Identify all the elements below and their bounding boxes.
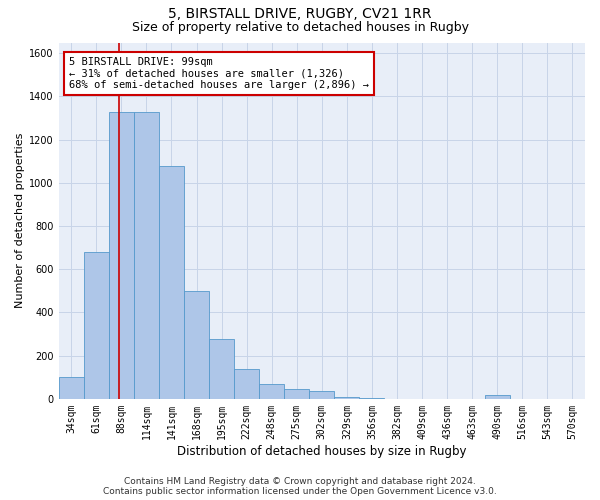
Text: Size of property relative to detached houses in Rugby: Size of property relative to detached ho… bbox=[131, 21, 469, 34]
Bar bbox=[284, 389, 309, 399]
Bar bbox=[159, 166, 184, 399]
Bar bbox=[109, 112, 134, 399]
X-axis label: Distribution of detached houses by size in Rugby: Distribution of detached houses by size … bbox=[177, 444, 467, 458]
Bar bbox=[485, 395, 510, 399]
Bar bbox=[59, 377, 84, 399]
Text: 5 BIRSTALL DRIVE: 99sqm
← 31% of detached houses are smaller (1,326)
68% of semi: 5 BIRSTALL DRIVE: 99sqm ← 31% of detache… bbox=[69, 57, 369, 90]
Bar bbox=[309, 392, 334, 399]
Bar bbox=[334, 396, 359, 399]
Bar bbox=[184, 291, 209, 399]
Y-axis label: Number of detached properties: Number of detached properties bbox=[15, 133, 25, 308]
Bar bbox=[84, 252, 109, 399]
Bar bbox=[234, 368, 259, 399]
Bar bbox=[209, 340, 234, 399]
Text: 5, BIRSTALL DRIVE, RUGBY, CV21 1RR: 5, BIRSTALL DRIVE, RUGBY, CV21 1RR bbox=[168, 8, 432, 22]
Bar bbox=[259, 384, 284, 399]
Text: Contains HM Land Registry data © Crown copyright and database right 2024.
Contai: Contains HM Land Registry data © Crown c… bbox=[103, 476, 497, 496]
Bar bbox=[134, 112, 159, 399]
